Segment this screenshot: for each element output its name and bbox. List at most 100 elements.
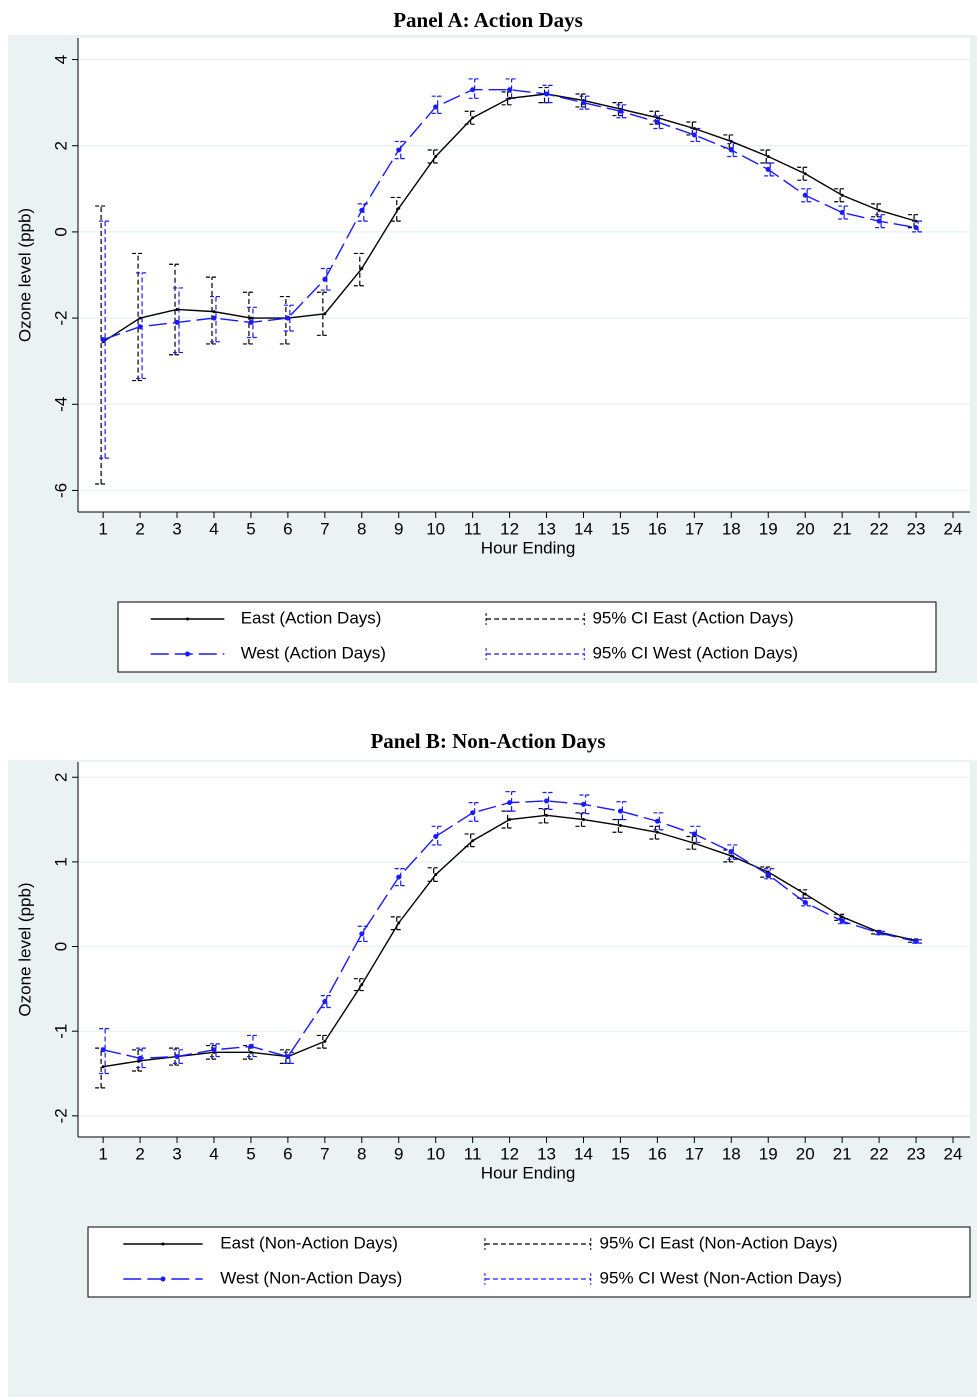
point (434, 873, 438, 877)
point (654, 119, 660, 125)
point (508, 96, 512, 100)
x-tick-label: 9 (394, 1144, 403, 1163)
point (802, 900, 808, 906)
y-axis-title: Ozone level (ppb) (15, 882, 34, 1016)
y-tick-label: 1 (51, 857, 70, 866)
point (765, 166, 771, 172)
y-tick-label: 2 (51, 773, 70, 782)
point (654, 818, 660, 824)
legend-label: 95% CI East (Non-Action Days) (600, 1233, 838, 1252)
point (397, 921, 401, 925)
y-tick-label: -4 (51, 397, 70, 412)
legend-box (87, 1226, 971, 1298)
point (470, 810, 476, 816)
point (914, 219, 918, 223)
point (802, 192, 808, 198)
point (396, 147, 402, 153)
point (691, 831, 697, 837)
point (248, 319, 254, 325)
point (138, 316, 142, 320)
point (359, 207, 365, 213)
point (618, 823, 622, 827)
x-tick-label: 22 (870, 519, 889, 538)
point (544, 91, 550, 97)
point (211, 315, 217, 321)
legend-label: West (Action Days) (241, 643, 386, 662)
y-tick-label: -2 (51, 311, 70, 326)
point (175, 307, 179, 311)
legend-label: East (Action Days) (241, 608, 382, 627)
point (471, 839, 475, 843)
x-tick-label: 23 (907, 519, 926, 538)
legend-label: East (Non-Action Days) (220, 1233, 398, 1252)
point (840, 193, 844, 197)
x-tick-label: 11 (464, 1144, 482, 1163)
x-tick-label: 16 (648, 519, 667, 538)
point (691, 132, 697, 138)
point (137, 1055, 143, 1061)
point (211, 1047, 217, 1053)
y-tick-label: 2 (51, 141, 70, 150)
point (507, 800, 513, 806)
point (840, 915, 844, 919)
x-tick-label: 6 (283, 519, 292, 538)
x-tick-label: 22 (870, 1144, 889, 1163)
point (729, 854, 733, 858)
x-tick-label: 18 (722, 1144, 741, 1163)
point (396, 874, 402, 880)
x-tick-label: 3 (172, 1144, 181, 1163)
x-tick-label: 8 (357, 1144, 366, 1163)
x-tick-label: 14 (574, 1144, 593, 1163)
point (580, 801, 586, 807)
x-tick-label: 10 (426, 519, 445, 538)
point (545, 813, 549, 817)
x-tick-label: 20 (796, 519, 815, 538)
point (359, 931, 365, 937)
legend-marker (185, 651, 191, 657)
y-tick-label: -6 (51, 483, 70, 498)
x-tick-label: 8 (357, 519, 366, 538)
y-tick-label: -1 (51, 1024, 70, 1039)
legend-box (117, 601, 937, 673)
point (692, 841, 696, 845)
point (655, 830, 659, 834)
x-tick-label: 24 (944, 519, 963, 538)
point (470, 87, 476, 93)
point (174, 1054, 180, 1060)
x-tick-label: 2 (135, 1144, 144, 1163)
x-tick-label: 5 (246, 519, 255, 538)
y-tick-label: -2 (51, 1108, 70, 1123)
panel-title: Panel A: Action Days (393, 8, 583, 32)
x-tick-label: 13 (537, 1144, 556, 1163)
x-tick-label: 7 (320, 1144, 329, 1163)
point (322, 999, 328, 1005)
x-tick-label: 7 (320, 519, 329, 538)
x-tick-label: 24 (944, 1144, 963, 1163)
legend-marker (160, 1276, 166, 1282)
point (100, 337, 106, 343)
x-tick-label: 20 (796, 1144, 815, 1163)
y-axis-title: Ozone level (ppb) (15, 208, 34, 342)
point (655, 116, 659, 120)
point (803, 892, 807, 896)
point (360, 983, 364, 987)
point (617, 108, 623, 114)
point (397, 206, 401, 210)
point (285, 315, 291, 321)
point (839, 210, 845, 216)
x-tick-label: 13 (537, 519, 556, 538)
point (913, 225, 919, 231)
point (323, 312, 327, 316)
point (580, 100, 586, 106)
panel-title: Panel B: Non-Action Days (370, 729, 605, 753)
point (728, 849, 734, 855)
legend-label: 95% CI East (Action Days) (592, 608, 793, 627)
point (729, 139, 733, 143)
point (877, 208, 881, 212)
x-tick-label: 6 (283, 1144, 292, 1163)
x-axis-title: Hour Ending (481, 1163, 576, 1182)
point (766, 155, 770, 158)
x-tick-label: 9 (394, 519, 403, 538)
x-tick-label: 5 (246, 1144, 255, 1163)
